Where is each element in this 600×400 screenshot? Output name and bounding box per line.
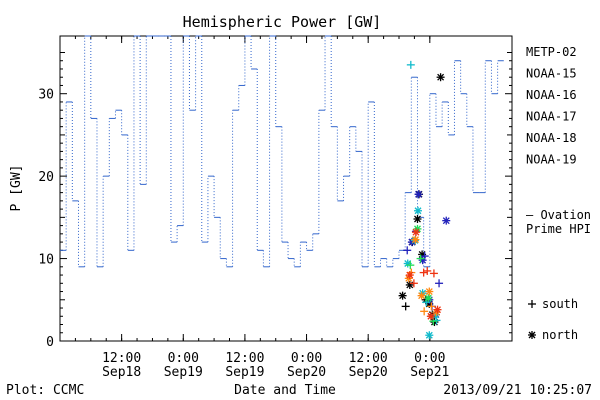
south-marker-noaa-18	[420, 307, 429, 316]
south-marker-noaa-15	[403, 246, 412, 255]
legend-noaa-15: NOAA-15	[526, 67, 577, 81]
legend-noaa-18: NOAA-18	[526, 131, 577, 145]
marker-stroke	[528, 331, 536, 339]
x-tick-label-date: Sep20	[349, 365, 388, 380]
marker-stroke	[406, 271, 414, 279]
x-tick-label-time: 0:00	[414, 351, 445, 366]
marker-stroke	[424, 294, 432, 302]
legend-marker-south	[528, 300, 536, 308]
y-tick-label: 0	[46, 335, 54, 350]
marker-stroke	[418, 292, 426, 300]
south-marker-noaa-19	[419, 268, 428, 277]
marker-stroke	[415, 190, 422, 198]
south-marker-noaa-15	[435, 279, 444, 288]
chart-title: Hemispheric Power [GW]	[183, 13, 382, 31]
marker-stroke	[427, 312, 435, 320]
south-marker-noaa-15	[420, 252, 429, 261]
marker-stroke	[414, 207, 422, 215]
north-marker-metp-02	[413, 215, 422, 223]
north-marker-noaa-19	[411, 228, 420, 237]
marker-stroke	[399, 292, 407, 300]
south-marker-noaa-19	[409, 279, 418, 288]
x-tick-label-date: Sep18	[102, 365, 141, 380]
north-marker-noaa-18	[411, 235, 420, 244]
marker-stroke	[411, 236, 419, 244]
legend-noaa-17: NOAA-17	[526, 110, 577, 124]
y-axis-label: P [GW]	[9, 165, 24, 212]
marker-stroke	[434, 306, 441, 314]
plot-frame	[59, 35, 513, 342]
marker-stroke	[437, 73, 445, 81]
north-marker-noaa-17	[424, 294, 433, 303]
x-tick-label-date: Sep19	[225, 365, 264, 380]
south-marker-noaa-16	[406, 60, 415, 69]
north-marker-noaa-19	[405, 271, 414, 280]
marker-stroke	[442, 217, 450, 225]
north-marker-noaa-19	[426, 312, 435, 321]
south-marker-noaa-17	[416, 254, 425, 263]
south-marker-metp-02	[401, 302, 410, 311]
marker-stroke	[425, 288, 433, 296]
marker-stroke	[414, 215, 421, 223]
south-marker-noaa-18	[427, 302, 436, 311]
x-tick-label-date: Sep21	[410, 365, 449, 380]
north-marker-metp-02	[405, 280, 414, 289]
north-marker-noaa-18	[404, 274, 413, 283]
north-marker-noaa-19	[433, 305, 442, 314]
x-tick-label-time: 0:00	[291, 351, 322, 366]
north-marker-metp-02	[430, 318, 439, 327]
legend-marker-north	[528, 331, 536, 339]
south-marker-noaa-19	[429, 269, 438, 278]
north-marker-noaa-15	[442, 216, 451, 225]
legend-marker-label-north: north	[542, 328, 578, 342]
x-tick-label-date: Sep19	[164, 365, 203, 380]
marker-stroke	[412, 228, 420, 236]
north-marker-metp-02	[436, 73, 445, 82]
plot-credit: Plot: CCMC	[6, 383, 84, 398]
x-tick-label-time: 12:00	[102, 351, 141, 366]
north-marker-noaa-18	[417, 291, 426, 300]
north-marker-noaa-16	[425, 331, 434, 340]
south-marker-noaa-17	[406, 261, 415, 270]
legend-noaa-19: NOAA-19	[526, 153, 577, 167]
x-axis-label: Date and Time	[234, 383, 336, 398]
legend-marker-label-south: south	[542, 297, 578, 311]
legend-noaa-16: NOAA-16	[526, 88, 577, 102]
south-marker-noaa-19	[423, 266, 432, 275]
x-tick-label-date: Sep20	[287, 365, 326, 380]
marker-stroke	[425, 331, 433, 339]
north-marker-noaa-15	[414, 190, 423, 199]
north-marker-noaa-18	[425, 287, 434, 296]
y-tick-label: 30	[38, 88, 54, 103]
north-marker-metp-02	[398, 291, 407, 300]
legend-ovation-line2: Prime HPI	[526, 222, 591, 236]
legend-ovation-line1: — Ovation	[526, 208, 591, 222]
x-tick-label-time: 0:00	[168, 351, 199, 366]
x-tick-label-time: 12:00	[349, 351, 388, 366]
plot-timestamp: 2013/09/21 10:25:07	[443, 383, 592, 398]
y-tick-label: 10	[38, 253, 54, 268]
north-marker-noaa-15	[418, 256, 427, 265]
legend-metp-02: METP-02	[526, 45, 577, 59]
x-tick-label-time: 12:00	[225, 351, 264, 366]
y-tick-label: 20	[38, 170, 54, 185]
north-marker-noaa-16	[414, 206, 423, 215]
